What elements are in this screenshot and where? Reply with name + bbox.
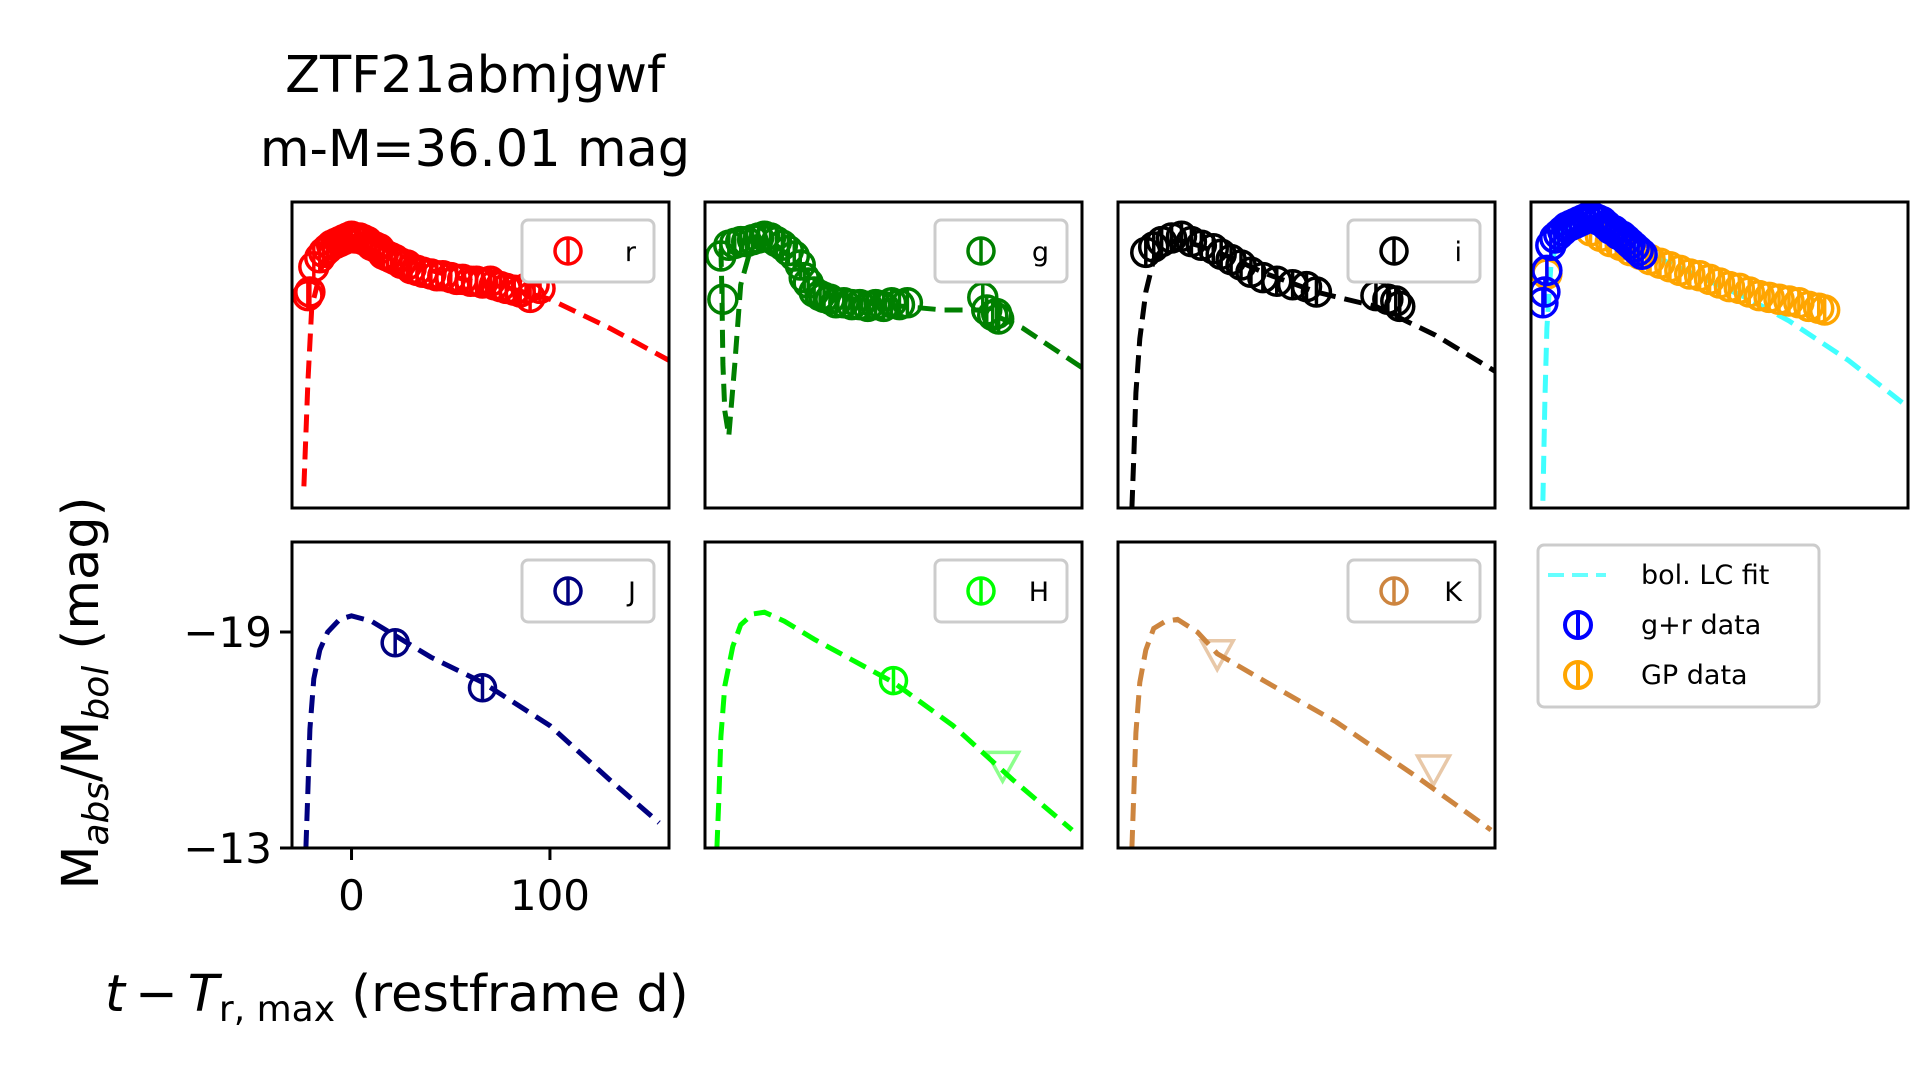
fit-curve-H — [714, 609, 1074, 848]
bol-legend-frame — [1536, 543, 1821, 709]
legend-label-H: H — [1029, 577, 1049, 608]
panel-J-plot-area — [303, 613, 661, 848]
y-tick-label: −13 — [183, 824, 272, 873]
bol-legend-gp-label: GP data — [1641, 660, 1748, 691]
legend-label-J: J — [626, 577, 636, 608]
panel-J: J — [290, 540, 671, 850]
legend-frame-J — [520, 558, 656, 624]
upper-limit-K — [1198, 639, 1237, 674]
panel-frame-r — [290, 200, 671, 510]
upper-limit-K — [1414, 754, 1453, 789]
panel-H: H — [703, 540, 1084, 850]
panel-frame-i — [1116, 200, 1497, 510]
panel-frame-bol — [1529, 200, 1910, 510]
fit-curve-g — [718, 237, 1082, 437]
panel-frame-K — [1116, 540, 1497, 850]
x-tick-label: 100 — [510, 871, 590, 920]
legend-label-r: r — [625, 237, 637, 268]
x-tick-label: 0 — [338, 871, 365, 920]
upper-limit-H — [983, 750, 1022, 785]
panels-group: r g i J H K 0 100 −19 −13 — [183, 200, 1910, 920]
legend-label-g: g — [1032, 237, 1049, 268]
figure-title-line-2: m-M=36.01 mag — [260, 120, 690, 179]
panel-frame-H — [703, 540, 1084, 850]
legend-frame-K — [1346, 558, 1482, 624]
legend-label-K: K — [1444, 577, 1463, 608]
y-tick-label: −19 — [183, 608, 272, 657]
panel-bol — [1529, 200, 1910, 510]
legend-frame-g — [933, 218, 1069, 284]
panel-bol-plot-area — [1531, 202, 1908, 501]
fit-curve-K — [1129, 616, 1493, 848]
bol-legend-gr-label: g+r data — [1641, 610, 1761, 641]
panel-g-plot-area — [705, 220, 1082, 437]
legend-label-i: i — [1454, 237, 1462, 268]
panel-g: g — [703, 200, 1084, 510]
bol-legend-fit-label: bol. LC fit — [1641, 560, 1769, 591]
panel-H-plot-area — [714, 609, 1074, 848]
x-axis-label: t − Tr, max (restframe d) — [105, 965, 689, 1030]
panel-K: K — [1116, 540, 1497, 850]
bol-legend: bol. LC fit g+r data GP data — [1536, 543, 1821, 709]
panel-r: r — [290, 200, 671, 510]
panel-frame-J — [290, 540, 671, 850]
figure-title-line-1: ZTF21abmjgwf — [285, 46, 666, 105]
panel-i-plot-area — [1129, 220, 1495, 508]
panel-r-plot-area — [292, 220, 669, 487]
y-axis-label: Mabs/Mbol (mag) — [52, 496, 117, 889]
panel-i: i — [1116, 200, 1497, 510]
fit-curve-bol — [1540, 217, 1908, 501]
panel-frame-g — [703, 200, 1084, 510]
legend-frame-i — [1346, 218, 1482, 284]
panel-K-plot-area — [1129, 616, 1493, 848]
legend-frame-r — [520, 218, 656, 284]
fit-curve-J — [303, 613, 661, 848]
legend-frame-H — [933, 558, 1069, 624]
